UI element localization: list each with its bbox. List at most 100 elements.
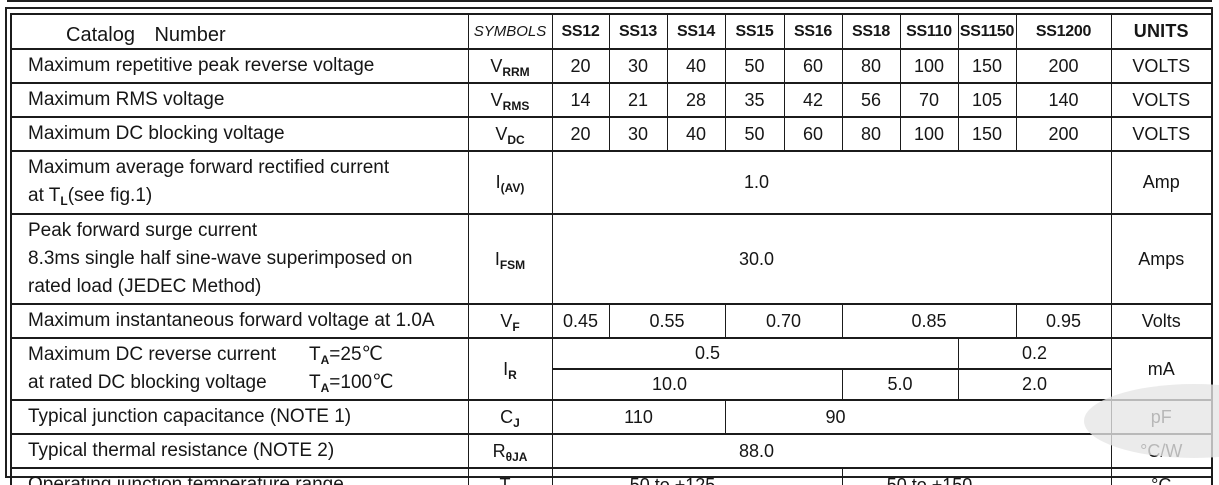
spec-value: 35: [724, 82, 785, 118]
row-label: Maximum DC reverse current TA=25℃ at rated…: [10, 337, 469, 401]
spec-value: 20: [551, 116, 610, 152]
spec-value: 10.0: [551, 368, 843, 401]
row-label: Typical junction capacitance (NOTE 1): [10, 399, 469, 435]
table-row: Maximum repetitive peak reverse voltage V…: [10, 48, 1213, 84]
spec-value: 100: [899, 116, 959, 152]
spec-value: 150: [957, 48, 1017, 84]
text: Maximum RMS voltage: [28, 89, 225, 110]
spec-value: 0.45: [551, 303, 610, 339]
text: I: [503, 358, 509, 379]
text: I: [494, 248, 500, 269]
text: Maximum repetitive peak reverse voltage: [28, 55, 375, 76]
table-row: Typical thermal resistance (NOTE 2) RθJA 8…: [10, 433, 1213, 469]
table-row: Peak forward surge current 8.3ms single h…: [10, 213, 1213, 305]
spec-value: 21: [608, 82, 668, 118]
spec-value: 100: [899, 48, 959, 84]
row-label-line: Maximum instantaneous forward voltage at…: [28, 307, 464, 335]
spec-value: 5.0: [841, 368, 959, 401]
table-row: Operating junction temperature rangeTJ,-…: [10, 467, 1213, 485]
text: Operating junction temperature range: [28, 474, 344, 485]
spec-value: 88.0: [551, 433, 1112, 469]
row-label-line: Maximum average forward rectified curren…: [28, 154, 464, 182]
spec-value: 50: [724, 116, 785, 152]
unit-cell: °C: [1110, 467, 1213, 485]
spec-value: 30: [608, 116, 668, 152]
text: V: [495, 123, 508, 144]
unit-cell: Volts: [1110, 303, 1213, 339]
col-header-ss1150: SS1150: [957, 13, 1017, 50]
spec-value: 0.5: [551, 337, 959, 370]
row-label: Maximum instantaneous forward voltage at…: [10, 303, 469, 339]
text: Maximum DC blocking voltage: [28, 123, 285, 144]
col-header-ss15: SS15: [724, 13, 785, 50]
unit-cell: VOLTS: [1110, 48, 1213, 84]
row-label-line: Maximum DC reverse current TA=25℃: [28, 341, 464, 369]
row-label-line: Typical thermal resistance (NOTE 2): [28, 437, 464, 465]
subscript: J: [513, 415, 520, 430]
spec-value: 110: [551, 399, 726, 435]
table-row: Maximum DC reverse current TA=25℃ at rated…: [10, 337, 1213, 401]
col-header-ss1200: SS1200: [1015, 13, 1112, 50]
spec-value: 200: [1015, 116, 1112, 152]
row-label-line: Maximum DC blocking voltage: [28, 120, 464, 148]
row-label-line: at TL(see fig.1): [28, 182, 464, 211]
subscript: (AV): [500, 181, 525, 195]
spec-value: 40: [666, 116, 726, 152]
text: at rated DC blocking voltage: [28, 372, 267, 393]
subscript: R: [508, 367, 517, 382]
table-row: Maximum instantaneous forward voltage at…: [10, 303, 1213, 339]
unit-cell: VOLTS: [1110, 116, 1213, 152]
row-label: Typical thermal resistance (NOTE 2): [10, 433, 469, 469]
text: V: [490, 89, 503, 110]
spec-value: 56: [841, 82, 901, 118]
spec-value: 0.85: [841, 303, 1017, 339]
row-label-line: Maximum repetitive peak reverse voltage: [28, 52, 464, 80]
subscript: A: [320, 353, 330, 367]
row-label-line: Typical junction capacitance (NOTE 1): [28, 403, 464, 431]
row-symbol: CJ: [467, 399, 553, 435]
spec-value: 0.95: [1015, 303, 1112, 339]
text: Maximum DC reverse current: [28, 344, 277, 365]
spec-value: 50: [724, 48, 785, 84]
table-row: Maximum average forward rectified curren…: [10, 150, 1213, 215]
spec-value: 90: [724, 399, 1112, 435]
spec-value: 80: [841, 116, 901, 152]
text: Maximum average forward rectified curren…: [28, 157, 390, 178]
row-symbol: VF: [467, 303, 553, 339]
ratings-spec-table: Catalog Number SYMBOLS SS12 SS13 SS14 SS15 SS1…: [10, 13, 1213, 485]
row-label: Maximum RMS voltage: [10, 82, 469, 118]
subscript: RRM: [502, 64, 530, 79]
subscript: DC: [507, 132, 525, 147]
spec-value: 2.0: [957, 368, 1112, 401]
text: T: [309, 344, 321, 365]
row-symbol: VRMS: [467, 82, 553, 118]
spec-value: 28: [666, 82, 726, 118]
spec-value: 42: [783, 82, 843, 118]
row-symbol: IR: [467, 337, 553, 401]
spec-value: 14: [551, 82, 610, 118]
row-symbol: VRRM: [467, 48, 553, 84]
row-symbol: TJ,: [467, 467, 553, 485]
spec-value: 60: [783, 48, 843, 84]
spec-value: 150: [957, 116, 1017, 152]
spec-value: -50 to +125: [551, 467, 843, 485]
text: =100℃: [329, 372, 394, 393]
unit-cell: °C/W: [1110, 433, 1213, 469]
col-header-ss16: SS16: [783, 13, 843, 50]
row-label-line: rated load (JEDEC Method): [28, 273, 464, 301]
row-label-line: Maximum RMS voltage: [28, 86, 464, 114]
text: T: [499, 474, 511, 485]
spec-value: 20: [551, 48, 610, 84]
text: Peak forward surge current: [28, 220, 258, 241]
subscript: FSM: [499, 257, 526, 272]
text: 8.3ms single half sine-wave superimposed…: [28, 248, 413, 269]
spec-value: 40: [666, 48, 726, 84]
spec-value: 70: [899, 82, 959, 118]
spec-value: -50 to +150: [841, 467, 1112, 485]
col-header-ss14: SS14: [666, 13, 726, 50]
spec-value: 105: [957, 82, 1017, 118]
row-symbol: VDC: [467, 116, 553, 152]
table-row: 10.0 5.0 2.0: [11, 368, 1212, 401]
row-symbol: RθJA: [467, 433, 553, 469]
